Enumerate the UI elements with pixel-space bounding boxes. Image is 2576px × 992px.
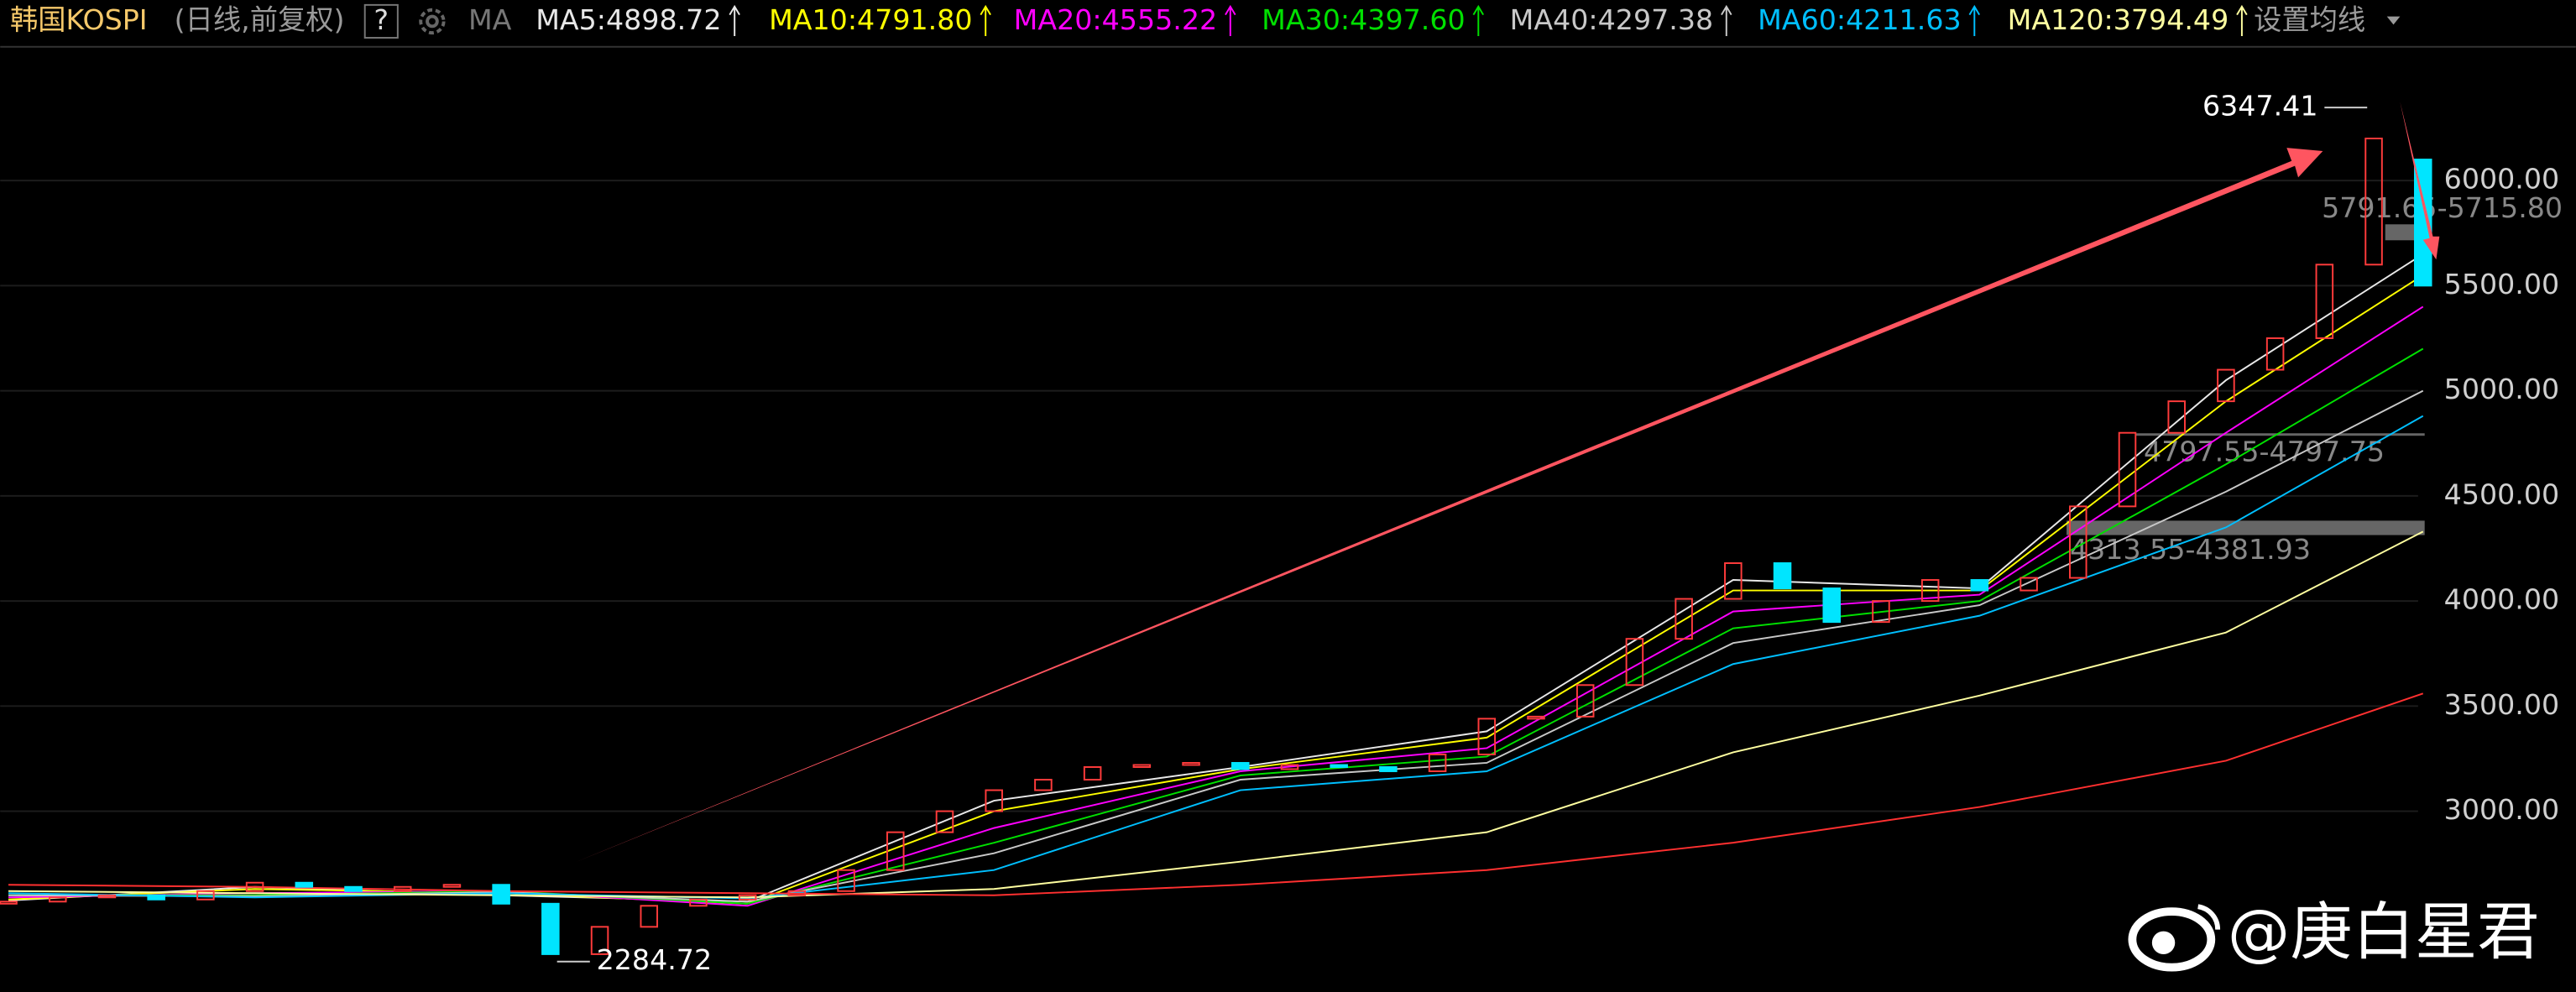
candle — [196, 890, 215, 901]
candle — [1330, 764, 1348, 768]
candle — [1872, 600, 1890, 624]
legend-item: MA30:4397.60 — [1262, 3, 1465, 36]
candle — [2069, 505, 2087, 579]
candle — [590, 926, 609, 955]
y-tick-label: 4000.00 — [2444, 583, 2560, 616]
legend-item: MA5:4898.72 — [536, 3, 721, 36]
candle — [1034, 779, 1053, 791]
candle — [787, 890, 807, 896]
candle — [2265, 337, 2285, 371]
low-label: 2284.72 — [597, 943, 713, 976]
candle — [1477, 718, 1497, 755]
gap-label: 5791.65-5715.80 — [2322, 191, 2563, 224]
candle — [837, 869, 855, 892]
candle — [1182, 761, 1200, 766]
ma-line — [8, 347, 2424, 905]
legend-arrow — [1225, 4, 1236, 37]
legend-item: MA20:4555.22 — [1014, 3, 1217, 36]
settings-button[interactable]: 设置均线 — [2254, 3, 2365, 36]
help-box[interactable] — [363, 3, 399, 39]
y-tick-label: 5500.00 — [2444, 268, 2560, 300]
candle — [245, 881, 264, 892]
candle — [1675, 598, 1693, 640]
high-label: 6347.41 — [2202, 90, 2318, 123]
chart-subtitle: (日线,前复权) — [175, 3, 345, 36]
candle — [1724, 562, 1743, 600]
ma-line — [8, 389, 2424, 903]
candle — [1132, 764, 1152, 768]
candle — [2020, 577, 2038, 592]
legend-arrow — [1968, 4, 1981, 37]
candle — [738, 894, 757, 901]
candle — [1625, 638, 1644, 687]
candle — [442, 884, 462, 888]
ma-label: MA — [468, 3, 512, 36]
legend-item: MA40:4297.38 — [1510, 3, 1713, 36]
candle — [1575, 684, 1595, 718]
legend-arrow — [1721, 4, 1732, 37]
gear-icon[interactable] — [419, 8, 446, 35]
candle — [689, 898, 708, 907]
candle — [0, 901, 18, 905]
candle — [1920, 579, 1940, 603]
help-button[interactable]: ? — [374, 3, 389, 36]
chart-title: 韩国KOSPI — [10, 3, 148, 36]
candle — [640, 905, 659, 928]
gap-label: 4313.55-4381.93 — [2070, 533, 2311, 566]
candle — [886, 831, 905, 871]
candle — [2118, 431, 2137, 508]
legend-item: MA10:4791.80 — [769, 3, 972, 36]
candle — [1231, 761, 1250, 770]
candle — [1428, 753, 1447, 772]
gap-label: 4797.55-4797.75 — [2144, 435, 2385, 467]
candle — [97, 894, 117, 899]
legend-item: MA120:3794.49 — [2008, 3, 2229, 36]
candle — [147, 894, 165, 901]
candle — [1527, 715, 1545, 720]
candle — [492, 884, 510, 905]
legend-arrow — [1472, 4, 1485, 37]
candle — [1822, 587, 1842, 624]
candle — [2364, 138, 2383, 266]
y-tick-label: 3500.00 — [2444, 688, 2560, 721]
candle — [2217, 368, 2235, 403]
candle — [393, 885, 412, 892]
candle — [2413, 159, 2432, 287]
legend-arrow — [2236, 4, 2248, 37]
candle — [1970, 579, 1989, 592]
ma-line — [8, 692, 2424, 896]
gap-zone — [2135, 433, 2425, 436]
y-tick-label: 4500.00 — [2444, 478, 2560, 510]
candle — [1083, 765, 1102, 781]
watermark: @庚白星君 — [2228, 895, 2540, 969]
y-tick-label: 3000.00 — [2444, 793, 2560, 826]
candle — [541, 902, 560, 955]
candle — [2315, 264, 2334, 339]
candle — [48, 896, 67, 903]
legend-arrow — [729, 4, 740, 37]
candle — [344, 885, 363, 892]
candle — [935, 810, 954, 833]
legend-arrow — [980, 4, 991, 37]
y-tick-label: 5000.00 — [2444, 373, 2560, 405]
candle — [1773, 562, 1792, 590]
weibo-logo — [2128, 904, 2221, 972]
legend-item: MA60:4211.63 — [1758, 3, 1961, 36]
candle — [1379, 765, 1398, 772]
candle — [295, 881, 314, 888]
down-arrow — [2400, 102, 2440, 260]
y-tick-label: 6000.00 — [2444, 163, 2560, 196]
candle — [1280, 764, 1299, 770]
candle — [2167, 400, 2186, 434]
dropdown-icon[interactable] — [2386, 16, 2401, 25]
ma-line — [8, 530, 2424, 899]
candle — [985, 789, 1003, 812]
